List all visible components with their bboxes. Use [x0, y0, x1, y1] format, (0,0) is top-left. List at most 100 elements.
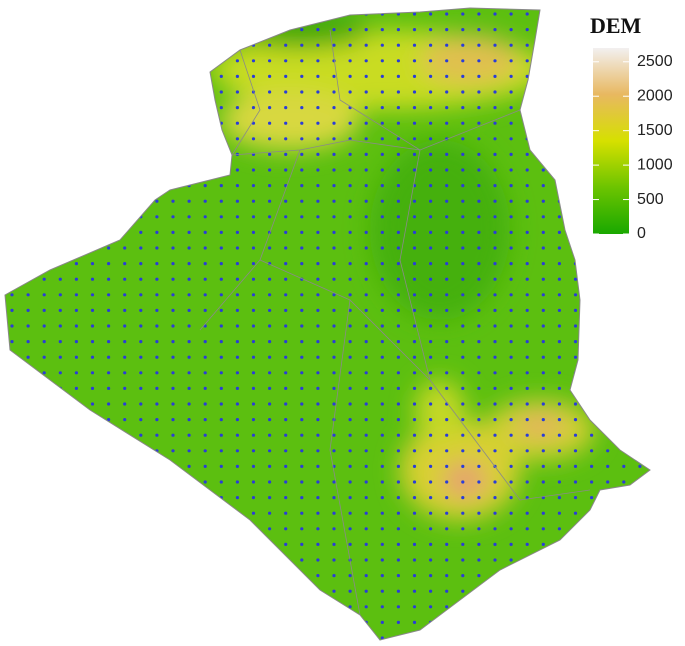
sample-point: [251, 277, 256, 281]
sample-point: [445, 449, 449, 453]
sample-point: [590, 246, 594, 250]
sample-point: [590, 620, 594, 625]
sample-point: [10, 215, 14, 219]
sample-point: [573, 605, 578, 609]
sample-point: [429, 605, 433, 609]
sample-point: [316, 184, 320, 188]
sample-point: [412, 542, 417, 547]
sample-point: [412, 496, 417, 500]
tick-label: 1000: [637, 156, 673, 173]
sample-point: [541, 324, 545, 328]
sample-point: [412, 402, 417, 406]
sample-point: [58, 246, 62, 250]
sample-point: [364, 74, 368, 78]
sample-point: [332, 589, 336, 593]
sample-point: [396, 449, 400, 453]
sample-point: [396, 90, 400, 94]
sample-point: [316, 215, 320, 219]
sample-point: [557, 464, 562, 468]
sample-point: [638, 620, 642, 625]
sample-point: [42, 386, 46, 390]
sample-point: [251, 230, 256, 234]
sample-point: [219, 464, 223, 468]
sample-point: [203, 168, 207, 172]
sample-point: [268, 542, 272, 547]
sample-point: [590, 121, 594, 125]
sample-point: [123, 589, 127, 593]
sample-point: [251, 12, 256, 16]
sample-point: [171, 527, 175, 531]
sample-point: [429, 74, 433, 78]
sample-point: [139, 106, 143, 110]
sample-point: [509, 28, 513, 32]
sample-point: [10, 527, 14, 531]
sample-point: [235, 558, 239, 562]
sample-point: [107, 168, 111, 172]
sample-point: [573, 137, 578, 141]
sample-point: [171, 74, 175, 78]
sample-point: [171, 511, 175, 515]
sample-point: [429, 574, 433, 578]
sample-point: [654, 262, 657, 265]
sample-point: [557, 90, 562, 94]
sample-point: [74, 433, 78, 437]
sample-point: [155, 386, 159, 390]
sample-point: [235, 433, 239, 437]
sample-point: [123, 340, 127, 344]
sample-point: [622, 418, 626, 422]
sample-point: [332, 324, 336, 328]
sample-point: [139, 137, 143, 141]
sample-point: [235, 293, 239, 297]
sample-point: [477, 589, 481, 593]
sample-point: [541, 28, 545, 32]
sample-point: [396, 620, 400, 625]
sample-point: [203, 511, 207, 515]
sample-point: [477, 340, 481, 344]
sample-point: [573, 28, 578, 32]
sample-point: [300, 371, 304, 375]
sample-point: [107, 121, 111, 125]
sample-point: [300, 605, 304, 609]
sample-point: [203, 262, 207, 266]
sample-point: [155, 355, 159, 359]
sample-point: [622, 433, 626, 437]
sample-point: [573, 636, 578, 640]
sample-point: [541, 59, 545, 63]
sample-point: [396, 121, 400, 125]
sample-point: [493, 168, 497, 172]
sample-point: [429, 308, 433, 312]
sample-point: [268, 371, 272, 375]
sample-point: [477, 418, 481, 422]
sample-point: [235, 574, 239, 578]
sample-point: [316, 480, 320, 484]
sample-point: [155, 74, 159, 78]
sample-point: [557, 355, 562, 359]
sample-point: [10, 152, 14, 156]
sample-point: [42, 402, 46, 406]
sample-point: [380, 480, 384, 484]
sample-point: [525, 152, 529, 156]
sample-point: [493, 293, 497, 297]
sample-point: [445, 324, 449, 328]
sample-point: [74, 480, 78, 484]
sample-point: [638, 371, 642, 375]
sample-point: [525, 168, 529, 172]
sample-point: [316, 511, 320, 515]
sample-point: [187, 340, 191, 344]
sample-point: [58, 496, 62, 500]
sample-point: [251, 402, 256, 406]
sample-point: [348, 168, 352, 172]
sample-point: [429, 262, 433, 266]
sample-point: [219, 589, 223, 593]
sample-point: [573, 277, 578, 281]
sample-point: [284, 137, 288, 141]
sample-point: [316, 308, 320, 312]
sample-point: [364, 558, 368, 562]
sample-point: [461, 121, 465, 125]
sample-point: [90, 168, 95, 172]
sample-point: [396, 293, 400, 297]
sample-point: [10, 620, 14, 625]
sample-point: [107, 340, 111, 344]
sample-point: [364, 43, 368, 47]
sample-point: [525, 43, 529, 47]
